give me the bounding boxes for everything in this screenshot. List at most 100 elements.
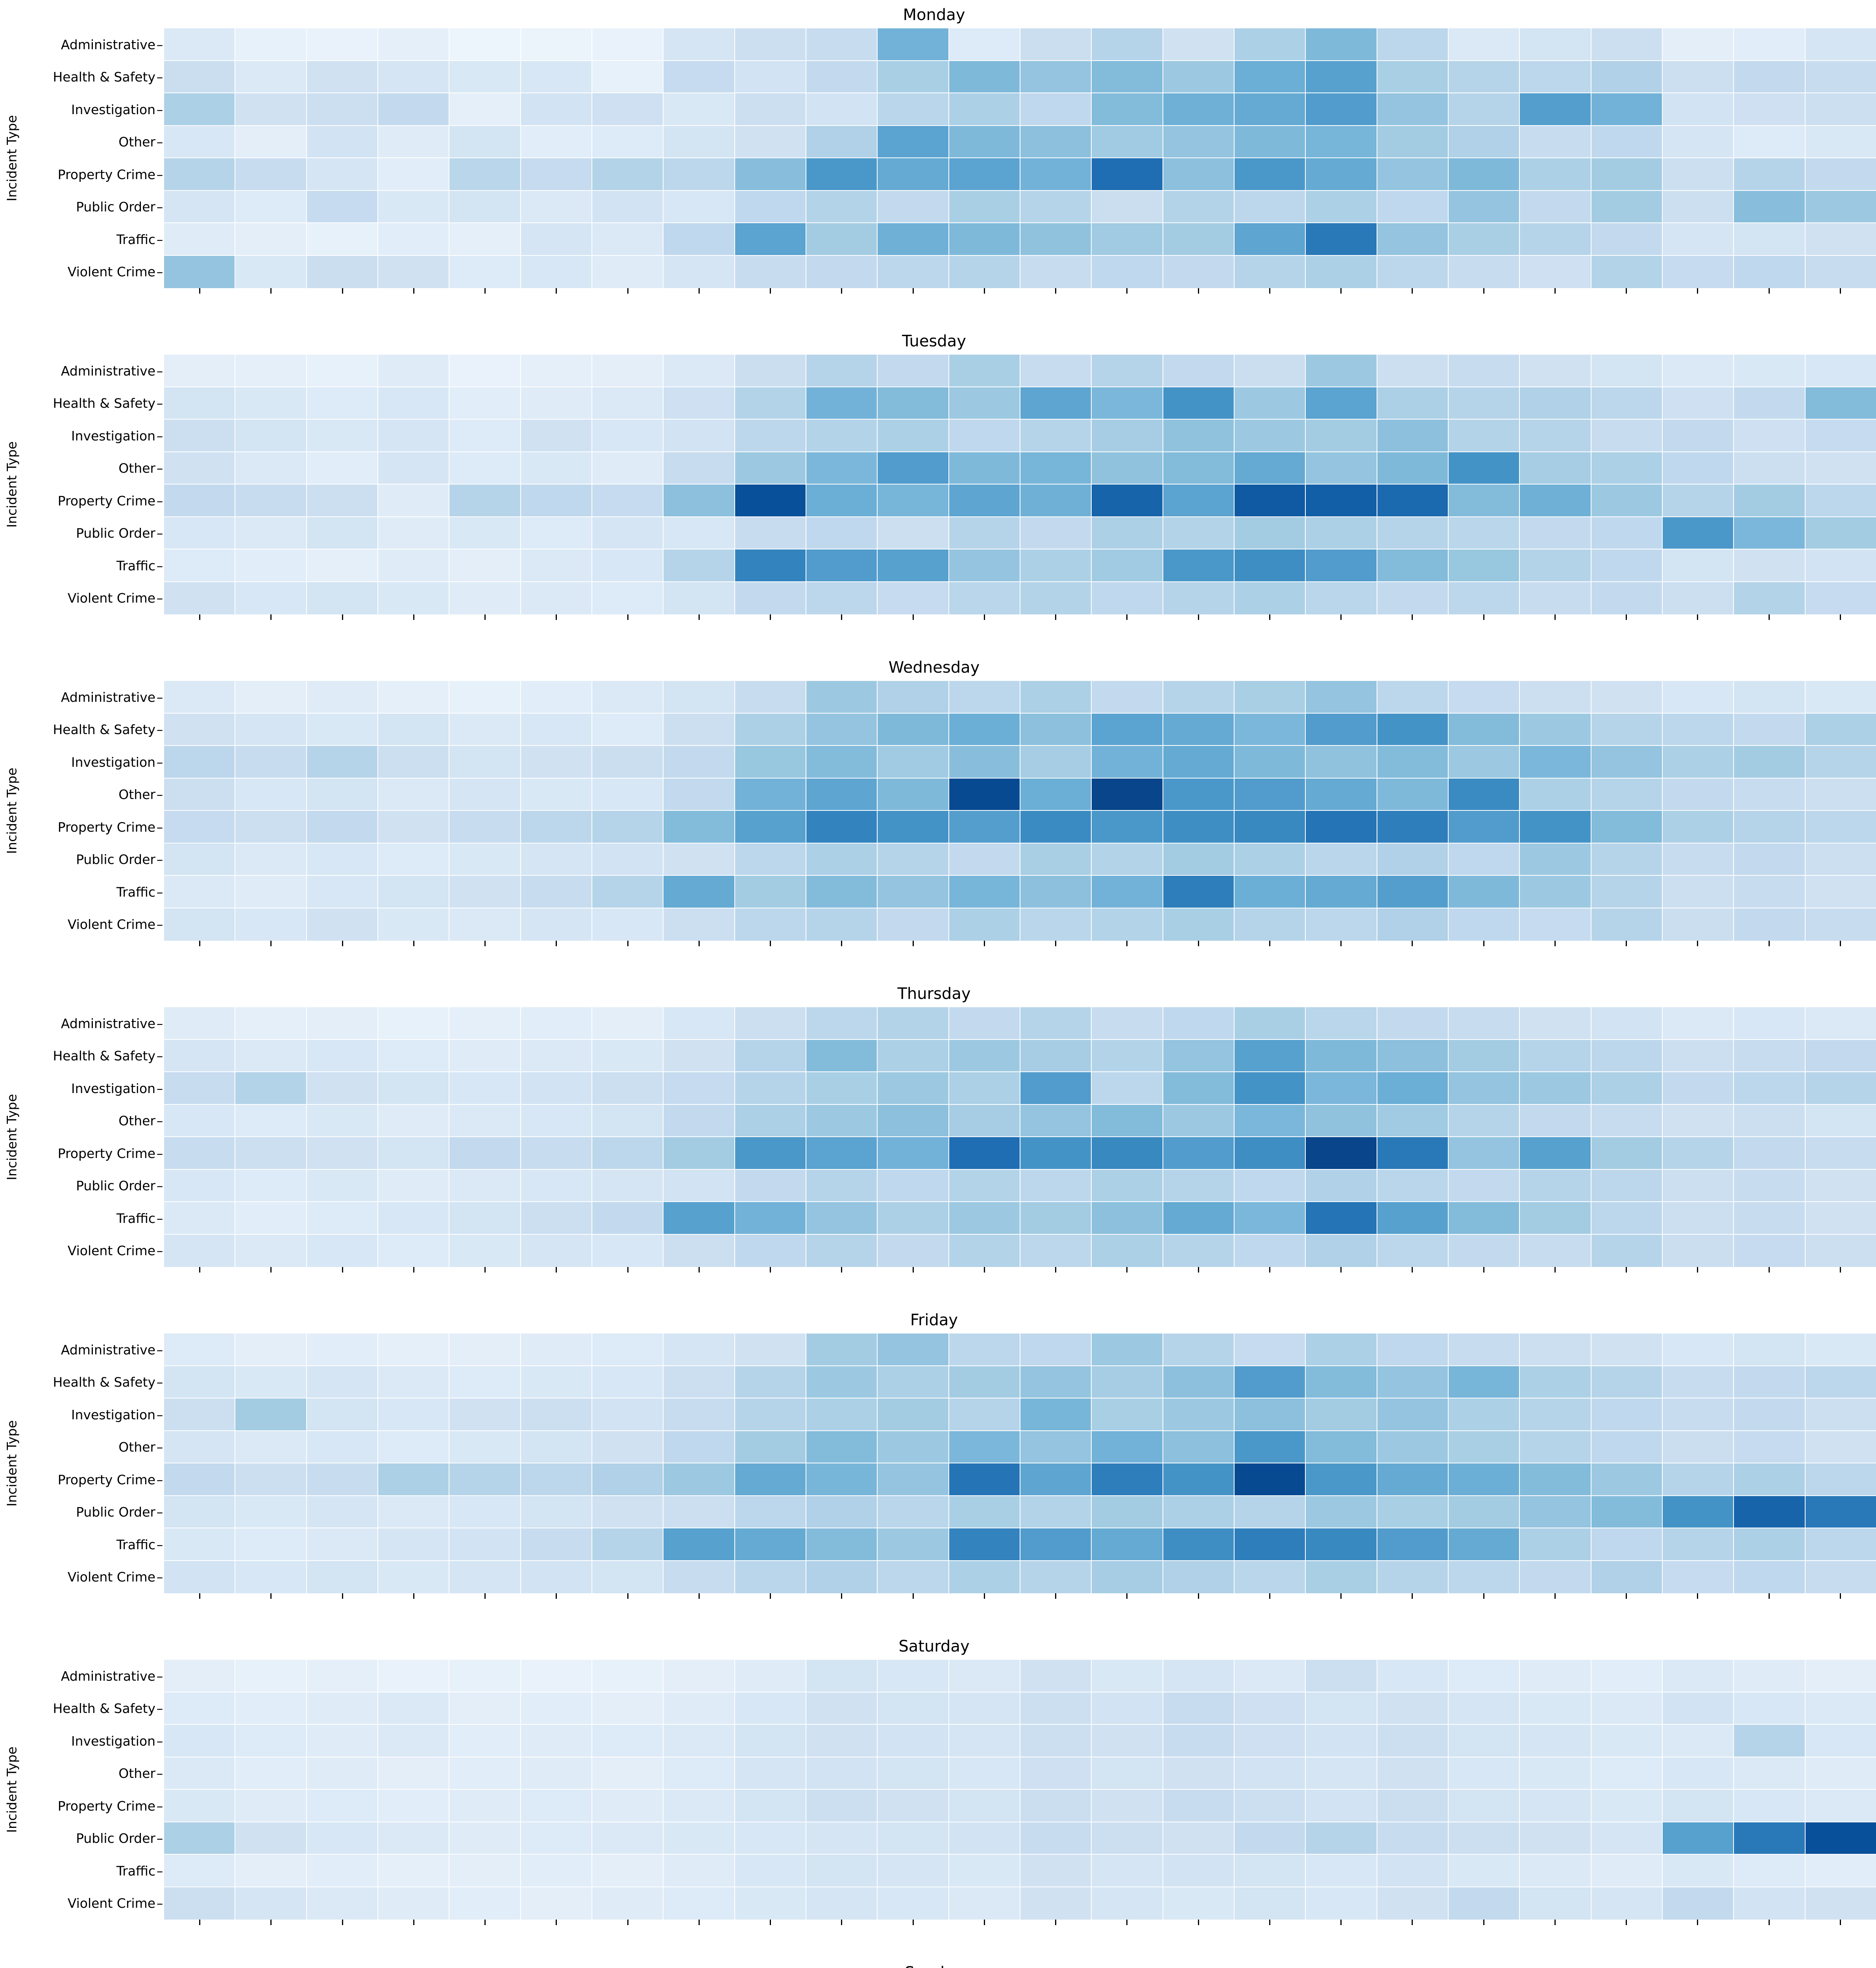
heatmap-cell[interactable]	[521, 1887, 592, 1920]
heatmap-cell[interactable]	[1020, 255, 1092, 288]
heatmap-cell[interactable]	[1805, 1234, 1876, 1267]
heatmap-cell[interactable]	[307, 713, 378, 746]
heatmap-cell[interactable]	[521, 1725, 592, 1757]
heatmap-cell[interactable]	[1377, 876, 1449, 908]
heatmap-cell[interactable]	[449, 93, 521, 126]
heatmap-cell[interactable]	[307, 158, 378, 191]
heatmap-cell[interactable]	[878, 1887, 949, 1920]
heatmap-cell[interactable]	[1234, 1334, 1306, 1366]
heatmap-cell[interactable]	[1520, 1528, 1591, 1561]
heatmap-cell[interactable]	[664, 1757, 735, 1790]
heatmap-cell[interactable]	[949, 1366, 1020, 1398]
heatmap-cell[interactable]	[1234, 1463, 1306, 1496]
heatmap-cell[interactable]	[1092, 255, 1163, 288]
heatmap-cell[interactable]	[1234, 1137, 1306, 1170]
heatmap-cell[interactable]	[949, 1169, 1020, 1202]
heatmap-cell[interactable]	[1377, 1855, 1449, 1887]
heatmap-cell[interactable]	[307, 1528, 378, 1561]
heatmap-cell[interactable]	[1734, 28, 1806, 61]
heatmap-cell[interactable]	[878, 811, 949, 843]
heatmap-cell[interactable]	[1520, 811, 1591, 843]
heatmap-cell[interactable]	[1805, 582, 1876, 614]
heatmap-cell[interactable]	[949, 746, 1020, 779]
heatmap-cell[interactable]	[164, 1463, 236, 1496]
heatmap-cell[interactable]	[1020, 778, 1092, 811]
heatmap-cell[interactable]	[521, 28, 592, 61]
heatmap-cell[interactable]	[592, 93, 664, 126]
heatmap-cell[interactable]	[1306, 126, 1377, 158]
heatmap-cell[interactable]	[949, 549, 1020, 582]
heatmap-cell[interactable]	[1520, 1234, 1591, 1267]
heatmap-cell[interactable]	[806, 255, 878, 288]
heatmap-cell[interactable]	[521, 1660, 592, 1692]
heatmap-cell[interactable]	[1591, 1692, 1663, 1725]
heatmap-cell[interactable]	[735, 1725, 806, 1757]
heatmap-cell[interactable]	[1092, 1039, 1163, 1072]
heatmap-cell[interactable]	[1234, 1822, 1306, 1855]
heatmap-cell[interactable]	[164, 1790, 236, 1822]
heatmap-cell[interactable]	[1520, 1496, 1591, 1528]
heatmap-cell[interactable]	[1591, 1072, 1663, 1105]
heatmap-cell[interactable]	[235, 1496, 307, 1528]
heatmap-cell[interactable]	[164, 1528, 236, 1561]
heatmap-cell[interactable]	[1163, 420, 1235, 452]
heatmap-cell[interactable]	[521, 713, 592, 746]
heatmap-cell[interactable]	[1234, 1234, 1306, 1267]
heatmap-cell[interactable]	[235, 681, 307, 714]
heatmap-cell[interactable]	[806, 582, 878, 614]
heatmap-cell[interactable]	[735, 1496, 806, 1528]
heatmap-cell[interactable]	[806, 452, 878, 485]
heatmap-cell[interactable]	[378, 61, 450, 93]
heatmap-cell[interactable]	[235, 1039, 307, 1072]
heatmap-cell[interactable]	[1306, 1790, 1377, 1822]
heatmap-cell[interactable]	[1377, 1072, 1449, 1105]
heatmap-cell[interactable]	[1377, 1463, 1449, 1496]
heatmap-cell[interactable]	[1448, 713, 1520, 746]
heatmap-cell[interactable]	[1662, 158, 1734, 191]
heatmap-cell[interactable]	[235, 1561, 307, 1593]
heatmap-cell[interactable]	[592, 28, 664, 61]
heatmap-cell[interactable]	[735, 355, 806, 387]
heatmap-cell[interactable]	[521, 1334, 592, 1366]
heatmap-cell[interactable]	[521, 1104, 592, 1137]
heatmap-cell[interactable]	[592, 1660, 664, 1692]
heatmap-cell[interactable]	[164, 1887, 236, 1920]
heatmap-cell[interactable]	[1448, 1137, 1520, 1170]
heatmap-cell[interactable]	[1734, 452, 1806, 485]
heatmap-cell[interactable]	[1377, 1137, 1449, 1170]
heatmap-cell[interactable]	[1448, 681, 1520, 714]
heatmap-cell[interactable]	[164, 1431, 236, 1463]
heatmap-cell[interactable]	[1163, 908, 1235, 941]
heatmap-cell[interactable]	[664, 1855, 735, 1887]
heatmap-cell[interactable]	[949, 1887, 1020, 1920]
heatmap-cell[interactable]	[1805, 517, 1876, 549]
heatmap-cell[interactable]	[1448, 811, 1520, 843]
heatmap-cell[interactable]	[806, 908, 878, 941]
heatmap-cell[interactable]	[1163, 1334, 1235, 1366]
heatmap-cell[interactable]	[1591, 420, 1663, 452]
heatmap-cell[interactable]	[1734, 1334, 1806, 1366]
heatmap-cell[interactable]	[1306, 1398, 1377, 1431]
heatmap-cell[interactable]	[592, 387, 664, 420]
heatmap-cell[interactable]	[1448, 1431, 1520, 1463]
heatmap-cell[interactable]	[949, 1463, 1020, 1496]
heatmap-cell[interactable]	[1020, 1822, 1092, 1855]
heatmap-cell[interactable]	[1520, 485, 1591, 517]
heatmap-cell[interactable]	[735, 1234, 806, 1267]
heatmap-cell[interactable]	[449, 452, 521, 485]
heatmap-cell[interactable]	[1377, 1007, 1449, 1040]
heatmap-cell[interactable]	[1805, 1072, 1876, 1105]
heatmap-cell[interactable]	[1306, 681, 1377, 714]
heatmap-cell[interactable]	[1163, 778, 1235, 811]
heatmap-cell[interactable]	[521, 811, 592, 843]
heatmap-cell[interactable]	[378, 876, 450, 908]
heatmap-cell[interactable]	[1377, 158, 1449, 191]
heatmap-cell[interactable]	[1306, 255, 1377, 288]
heatmap-cell[interactable]	[1520, 1692, 1591, 1725]
heatmap-cell[interactable]	[1020, 1692, 1092, 1725]
heatmap-cell[interactable]	[1520, 1887, 1591, 1920]
heatmap-cell[interactable]	[949, 387, 1020, 420]
heatmap-cell[interactable]	[1377, 1398, 1449, 1431]
heatmap-cell[interactable]	[806, 93, 878, 126]
heatmap-cell[interactable]	[521, 1007, 592, 1040]
